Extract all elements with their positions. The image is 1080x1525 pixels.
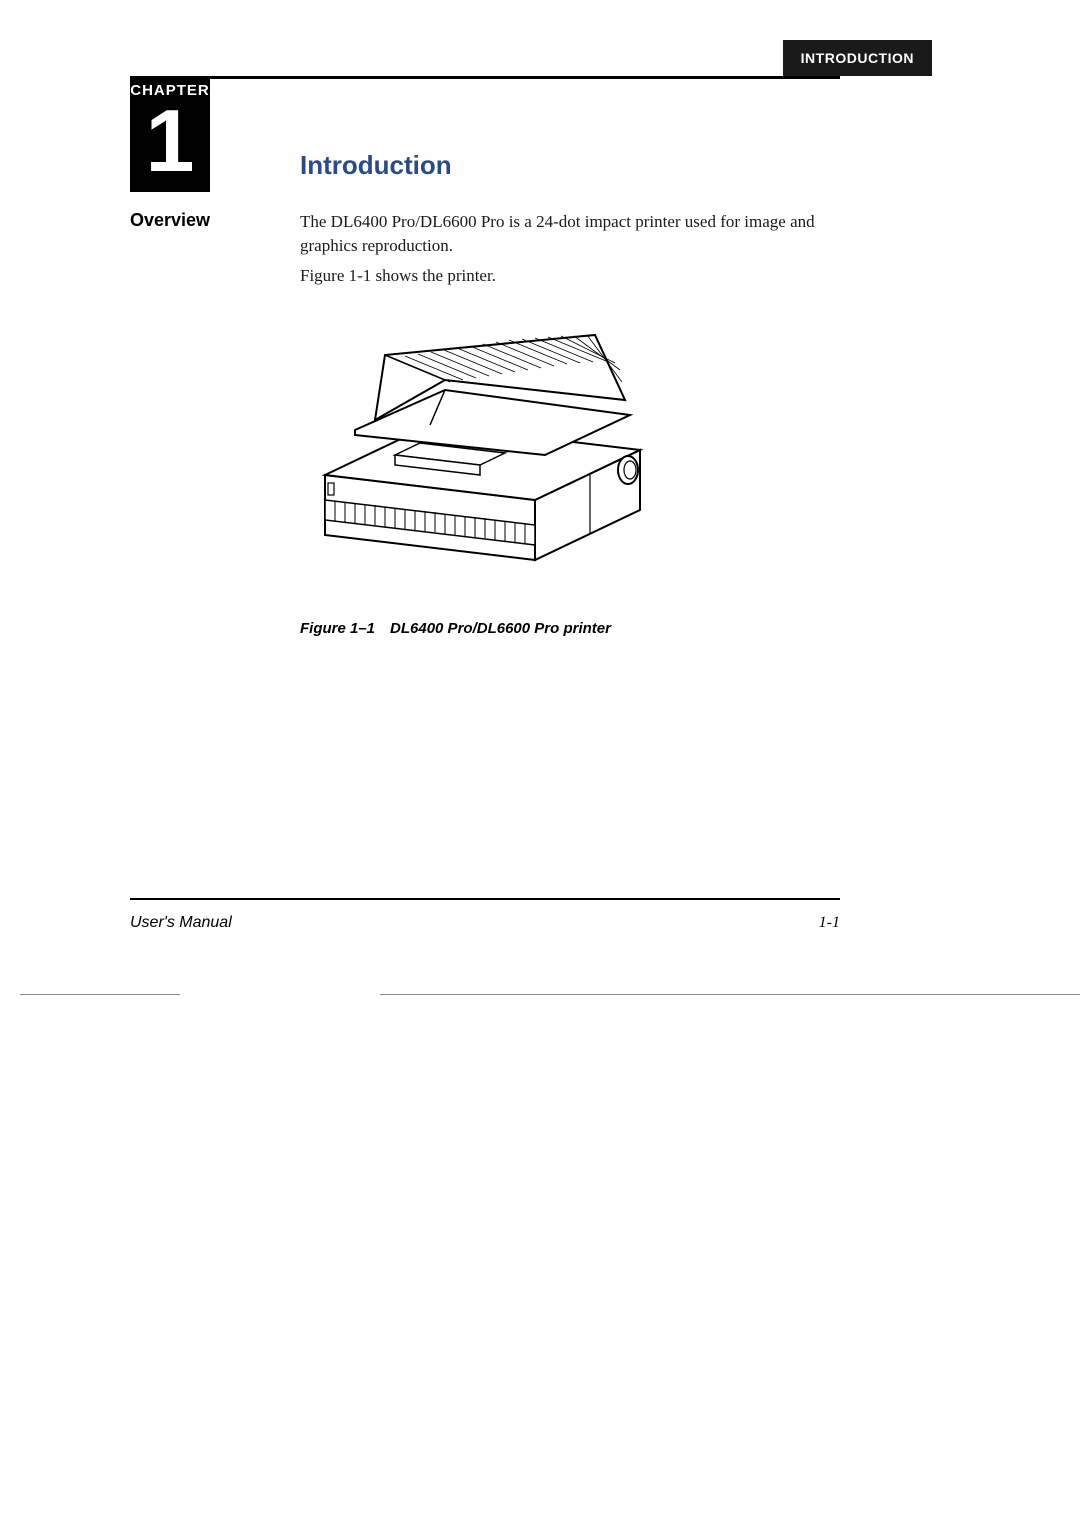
top-rule [130,76,840,79]
header-tab: INTRODUCTION [783,40,932,76]
printer-figure [300,300,670,580]
chapter-number: 1 [130,101,210,180]
footer-page-number: 1-1 [819,914,840,932]
printer-icon [300,300,670,580]
body-paragraph-1: The DL6400 Pro/DL6600 Pro is a 24-dot im… [300,210,840,258]
subsection-label: Overview [130,210,300,231]
footer-rule [130,898,840,900]
footer-manual-label: User's Manual [130,914,232,932]
scan-artifact-line [380,994,1080,995]
section-title: Introduction [300,150,840,181]
chapter-box: CHAPTER 1 [130,76,210,192]
scan-artifact-line [20,994,180,995]
body-paragraph-2: Figure 1-1 shows the printer. [300,264,840,288]
figure-caption: Figure 1–1 DL6400 Pro/DL6600 Pro printer [300,620,840,637]
